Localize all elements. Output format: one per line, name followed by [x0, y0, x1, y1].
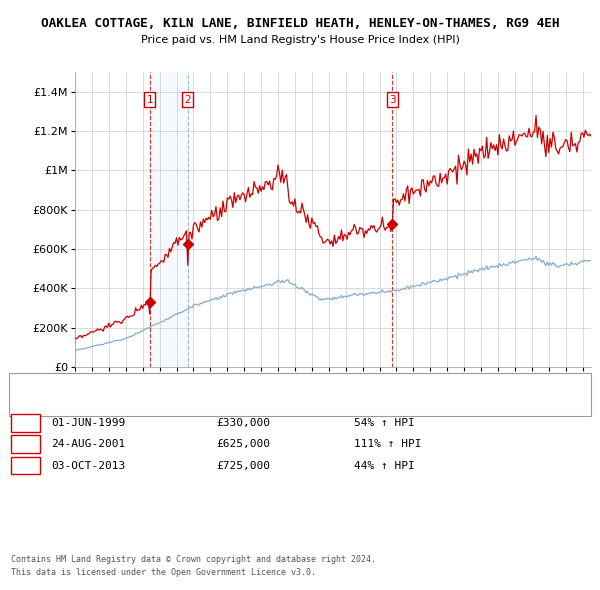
Text: 111% ↑ HPI: 111% ↑ HPI [354, 440, 421, 449]
Text: 2: 2 [22, 438, 29, 451]
Text: 1: 1 [22, 417, 29, 430]
Text: £725,000: £725,000 [216, 461, 270, 470]
Text: 1: 1 [146, 94, 153, 104]
Text: £330,000: £330,000 [216, 418, 270, 428]
Text: 54% ↑ HPI: 54% ↑ HPI [354, 418, 415, 428]
Text: 3: 3 [389, 94, 395, 104]
Text: OAKLEA COTTAGE, KILN LANE, BINFIELD HEATH, HENLEY-ON-THAMES, RG9 4EH (detache: OAKLEA COTTAGE, KILN LANE, BINFIELD HEAT… [56, 379, 499, 388]
Text: This data is licensed under the Open Government Licence v3.0.: This data is licensed under the Open Gov… [11, 568, 316, 577]
Bar [150, 72, 188, 367]
Text: HPI: Average price, detached house, South Oxfordshire: HPI: Average price, detached house, Sout… [56, 398, 361, 407]
Text: OAKLEA COTTAGE, KILN LANE, BINFIELD HEATH, HENLEY-ON-THAMES, RG9 4EH: OAKLEA COTTAGE, KILN LANE, BINFIELD HEAT… [41, 17, 559, 30]
Text: 24-AUG-2001: 24-AUG-2001 [51, 440, 125, 449]
Text: 44% ↑ HPI: 44% ↑ HPI [354, 461, 415, 470]
Text: 2: 2 [184, 94, 191, 104]
Text: Contains HM Land Registry data © Crown copyright and database right 2024.: Contains HM Land Registry data © Crown c… [11, 555, 376, 564]
Text: Price paid vs. HM Land Registry's House Price Index (HPI): Price paid vs. HM Land Registry's House … [140, 35, 460, 45]
Text: 3: 3 [22, 459, 29, 472]
Text: 03-OCT-2013: 03-OCT-2013 [51, 461, 125, 470]
Text: 01-JUN-1999: 01-JUN-1999 [51, 418, 125, 428]
Text: £625,000: £625,000 [216, 440, 270, 449]
